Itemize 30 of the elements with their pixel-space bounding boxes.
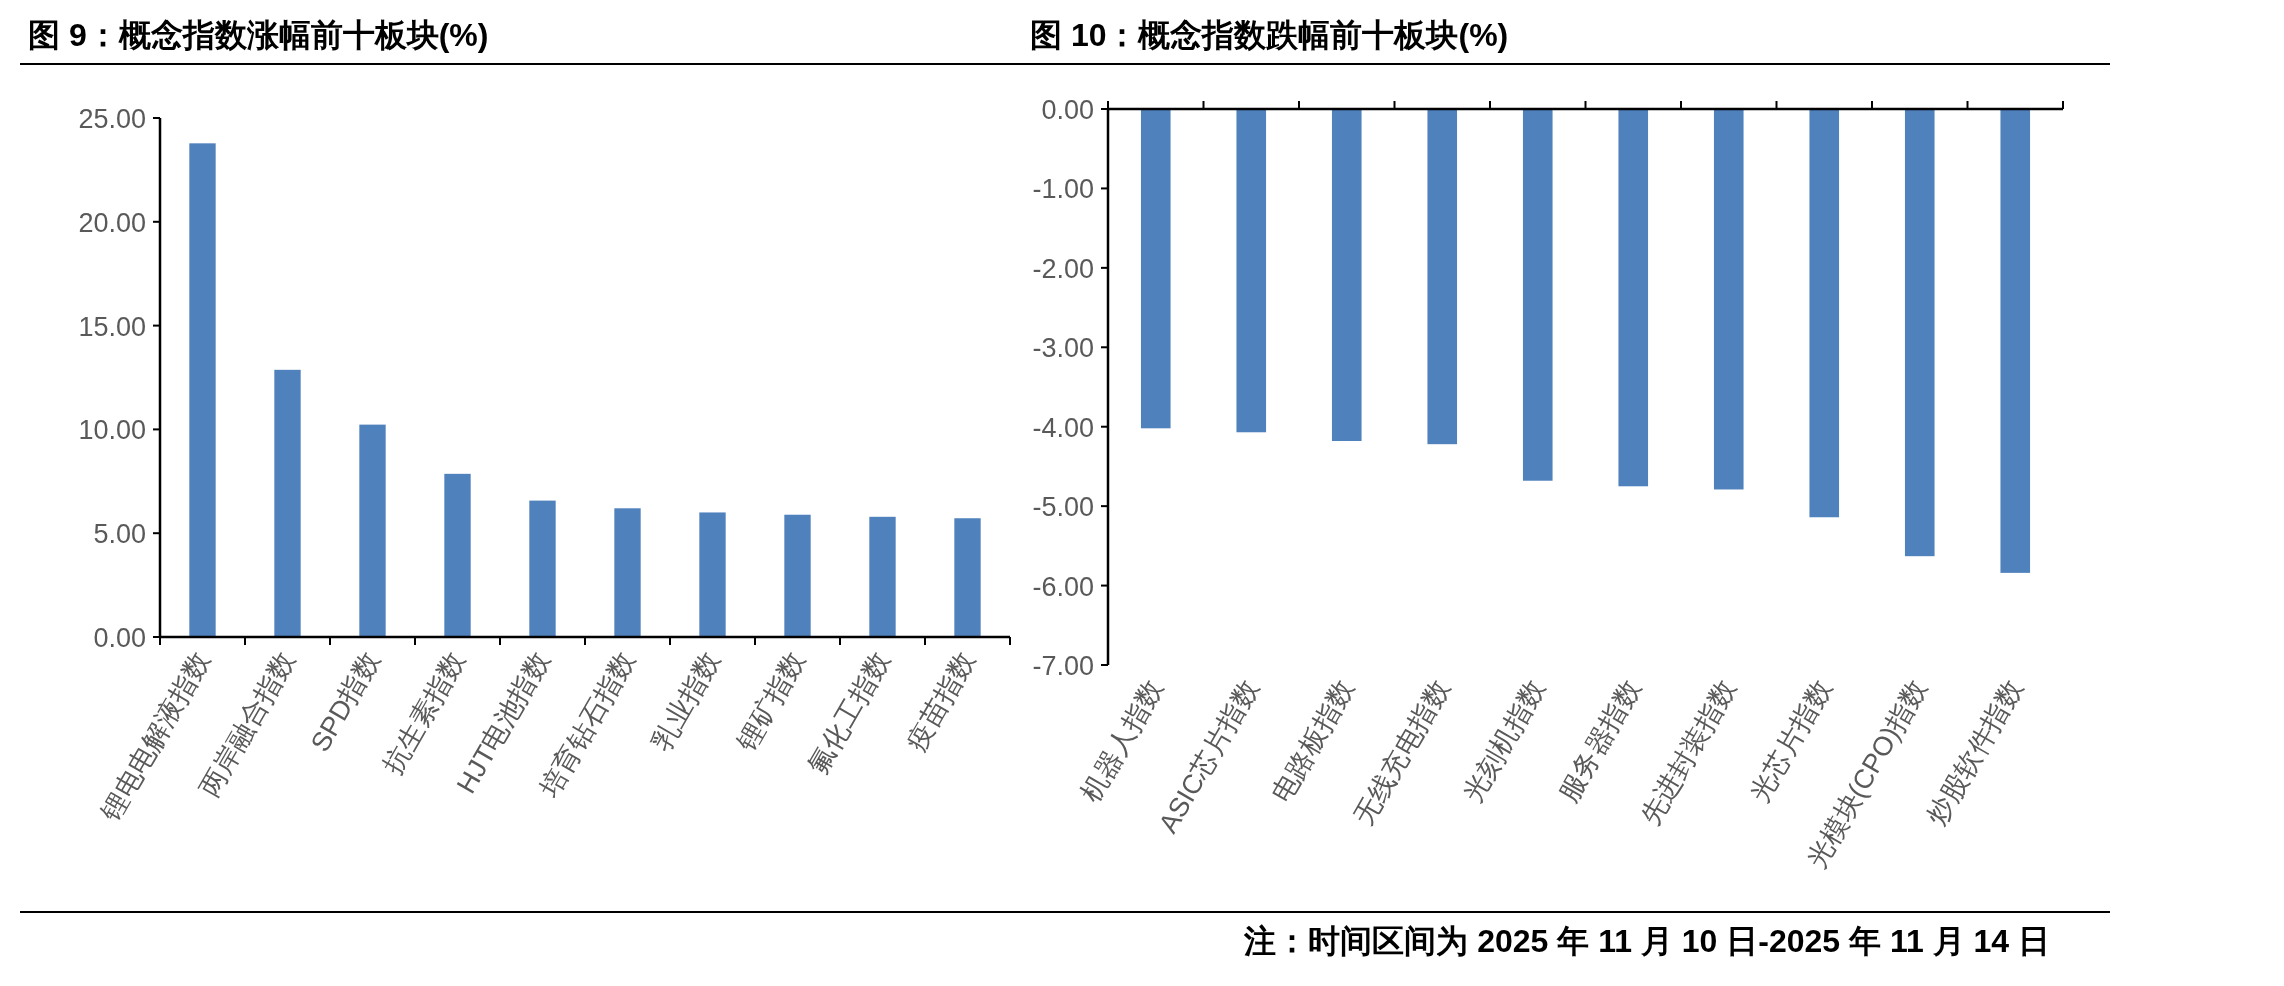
bar (359, 424, 386, 637)
bar (444, 473, 471, 637)
x-tick-label: 疫苗指数 (900, 647, 981, 756)
y-tick-label: 20.00 (78, 207, 146, 238)
y-tick-label: -5.00 (1032, 492, 1094, 523)
chart-title: 图 10：概念指数跌幅前十板块(%) (1030, 17, 1509, 53)
bar (529, 500, 556, 637)
x-tick-label: 光刻机指数 (1457, 675, 1551, 807)
y-tick-label: -3.00 (1032, 333, 1094, 364)
y-tick-label: -2.00 (1032, 253, 1094, 284)
bar (784, 514, 811, 637)
bar (614, 508, 641, 637)
y-tick-label: -4.00 (1032, 412, 1094, 443)
y-tick-label: 0.00 (93, 623, 146, 653)
bar (869, 516, 896, 637)
x-tick-label: 乳业指数 (645, 647, 726, 756)
bar (954, 518, 981, 637)
x-tick-label: 锂矿指数 (730, 647, 811, 757)
y-tick-label: -6.00 (1032, 571, 1094, 602)
y-tick-label: 10.00 (78, 415, 146, 446)
bar (189, 143, 216, 637)
text: 注：时间区间为 2025 年 11 月 10 日-2025 年 11 月 14 日 (1243, 923, 2050, 959)
y-tick-label: 0.00 (1041, 95, 1094, 125)
y-tick-label: 25.00 (78, 104, 146, 134)
bar (699, 512, 726, 637)
y-tick-label: 15.00 (78, 311, 146, 342)
bar (274, 369, 301, 637)
y-tick-label: 5.00 (93, 519, 146, 550)
y-tick-label: -1.00 (1032, 174, 1094, 205)
chart-title: 图 9：概念指数涨幅前十板块(%) (28, 17, 489, 53)
